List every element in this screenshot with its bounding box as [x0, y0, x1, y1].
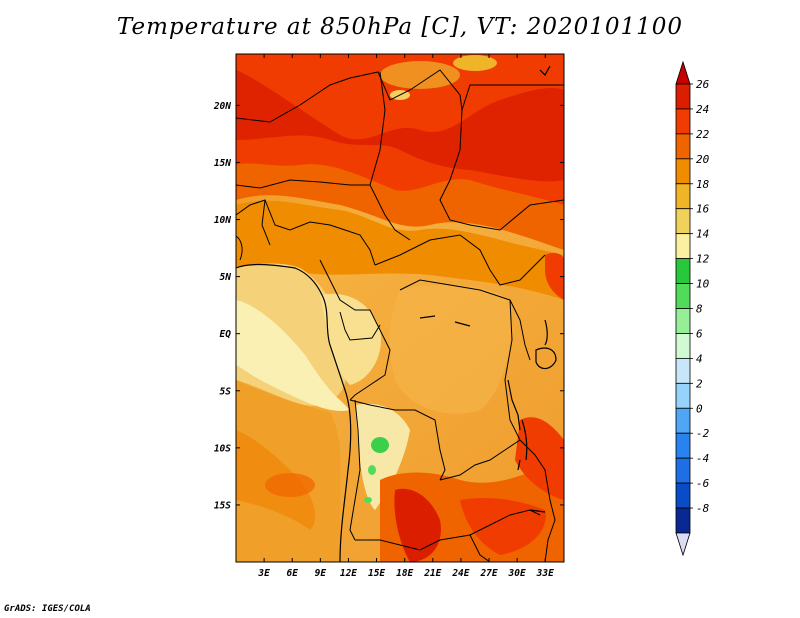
lat-tick-label: 5S — [220, 386, 232, 397]
lat-tick-label: EQ — [220, 329, 232, 340]
colorbar-bottom-triangle — [675, 532, 691, 557]
colorbar-segment — [675, 507, 691, 534]
colorbar-label: 12 — [696, 253, 710, 266]
colorbar-segment — [675, 108, 691, 135]
colorbar-label: 0 — [696, 402, 703, 415]
colorbar-segment — [675, 83, 691, 110]
colorbar-label: 20 — [696, 153, 710, 166]
colorbar-label: 18 — [696, 178, 710, 191]
colorbar-label: 14 — [696, 228, 709, 241]
lon-tick-label: 27E — [479, 568, 497, 579]
colorbar-label: 10 — [696, 278, 710, 291]
lon-tick-label: 12E — [340, 568, 357, 579]
colorbar-segment — [675, 357, 691, 384]
lon-tick-label: 3E — [257, 568, 270, 579]
chart-title: Temperature at 850hPa [C], VT: 202010110… — [116, 14, 684, 40]
lon-tick-label: 33E — [536, 568, 554, 579]
lat-tick-label: 10S — [214, 443, 231, 454]
lon-tick-label: 9E — [315, 568, 327, 579]
colorbar-segment — [675, 482, 691, 509]
map-frame — [235, 53, 565, 563]
grads-credit: GrADS: IGES/COLA — [4, 604, 91, 614]
colorbar-label: 6 — [696, 327, 703, 340]
country-borders — [236, 69, 564, 562]
coastline — [236, 263, 352, 562]
lat-tick-label: 15N — [214, 158, 231, 169]
colorbar-segment — [675, 308, 691, 334]
lakes — [419, 65, 557, 513]
lon-tick-label: 24E — [451, 568, 469, 579]
colorbar-label: 24 — [696, 103, 709, 116]
lon-tick-label: 21E — [423, 568, 441, 579]
lon-tick-label: 15E — [368, 568, 385, 579]
colorbar-segment — [675, 432, 691, 459]
colorbar-label: 22 — [696, 128, 710, 141]
colorbar-label: 4 — [696, 352, 703, 365]
lat-tick-label: 10N — [214, 215, 231, 226]
colorbar-label: -6 — [696, 477, 710, 490]
colorbar-label: -4 — [696, 452, 709, 465]
colorbar-label: -8 — [696, 502, 710, 515]
colorbar-segment — [675, 333, 691, 359]
colorbar-segment — [675, 233, 691, 260]
temperature-field — [236, 54, 564, 562]
colorbar-label: -2 — [696, 427, 710, 440]
colorbar-segment — [675, 283, 691, 309]
colorbar-top-triangle — [675, 60, 691, 85]
colorbar-label: 8 — [696, 303, 703, 316]
latitude-axis: 20N 15N 10N 5N EQ 5S 10S 15S — [213, 101, 564, 511]
colorbar-segment — [675, 258, 691, 284]
lon-tick-label: 6E — [287, 568, 299, 579]
colorbar-segment — [675, 382, 691, 409]
lat-tick-label: 15S — [214, 500, 231, 511]
colorbar-label: 16 — [696, 203, 710, 216]
colorbar-segment — [675, 208, 691, 235]
longitude-axis: 3E 6E 9E 12E 15E 18E 21E 24E 27E 30E 33E — [257, 54, 554, 579]
colorbar-label: 26 — [696, 78, 710, 91]
lon-tick-label: 30E — [508, 568, 526, 579]
colorbar-segment — [675, 457, 691, 484]
colorbar-label: 2 — [696, 377, 703, 390]
colorbar-segment — [675, 158, 691, 185]
lat-tick-label: 5N — [220, 272, 232, 283]
colorbar-segment — [675, 183, 691, 210]
lat-tick-label: 20N — [213, 101, 231, 112]
lon-tick-label: 18E — [396, 568, 413, 579]
colorbar-segment — [675, 407, 691, 434]
colorbar-segment — [675, 133, 691, 160]
